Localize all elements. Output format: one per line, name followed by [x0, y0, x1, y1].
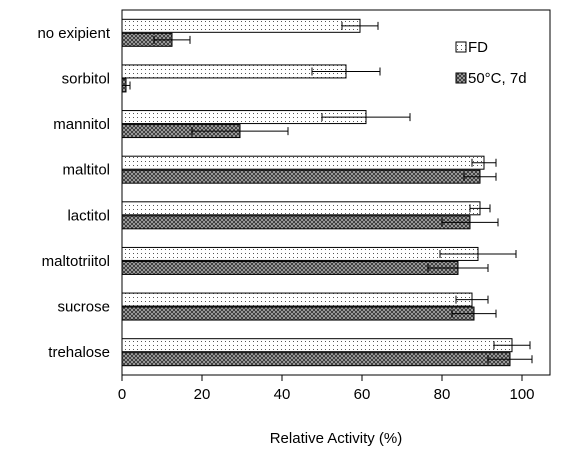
bar-lactitol-fd	[121, 201, 481, 216]
bar-maltitol-50-c-7d	[121, 169, 481, 184]
bar-maltotriitol-50-c-7d	[121, 260, 459, 275]
error-bar-sucrose-fd	[455, 295, 489, 304]
x-axis-title: Relative Activity (%)	[270, 430, 403, 447]
x-tick-label-80: 80	[434, 386, 451, 403]
legend-swatch-50c-7d	[455, 72, 467, 84]
category-label-lactitol: lactitol	[67, 207, 110, 224]
error-bar-maltitol-fd	[471, 158, 497, 167]
error-bar-mannitol-fd	[321, 113, 411, 122]
bar-trehalose-fd	[121, 338, 513, 353]
category-label-mannitol: mannitol	[53, 116, 110, 133]
error-bar-maltotriitol-fd	[439, 249, 517, 258]
legend: FD 50°C, 7d	[455, 39, 527, 87]
error-bars-layer	[121, 21, 533, 364]
x-tick-label-20: 20	[194, 386, 211, 403]
category-label-no-exipient: no exipient	[37, 25, 110, 42]
x-tick-label-0: 0	[118, 386, 126, 403]
category-label-sucrose: sucrose	[57, 299, 110, 316]
error-bar-trehalose-fd	[493, 341, 531, 350]
x-tick-label-100: 100	[509, 386, 534, 403]
error-bar-sucrose-50-c-7d	[451, 309, 497, 318]
legend-label-fd: FD	[468, 39, 488, 56]
category-label-maltotriitol: maltotriitol	[42, 253, 110, 270]
category-label-trehalose: trehalose	[48, 344, 110, 361]
bar-no-exipient-fd	[121, 18, 361, 33]
error-bar-lactitol-50-c-7d	[441, 218, 499, 227]
error-bar-lactitol-fd	[469, 204, 491, 213]
error-bar-maltitol-50-c-7d	[463, 172, 497, 181]
x-tick-label-40: 40	[274, 386, 291, 403]
category-label-maltitol: maltitol	[62, 162, 110, 179]
error-bar-sorbitol-50-c-7d	[121, 81, 131, 90]
error-bar-sorbitol-fd	[311, 67, 381, 76]
category-labels: no exipient sorbitol mannitol maltitol lacti…	[37, 25, 110, 361]
plot-frame	[121, 9, 551, 376]
bar-maltotriitol-fd	[121, 246, 479, 261]
category-label-sorbitol: sorbitol	[62, 70, 110, 87]
error-bar-trehalose-50-c-7d	[487, 355, 533, 364]
bars-layer	[121, 18, 513, 367]
x-tick-label-60: 60	[354, 386, 371, 403]
bar-trehalose-50-c-7d	[121, 352, 511, 367]
error-bar-mannitol-50-c-7d	[191, 127, 289, 136]
legend-swatch-fd	[455, 41, 467, 53]
error-bar-no-exipient-50-c-7d	[153, 35, 191, 44]
bar-lactitol-50-c-7d	[121, 215, 471, 230]
bar-sucrose-50-c-7d	[121, 306, 475, 321]
error-bar-maltotriitol-50-c-7d	[427, 263, 489, 272]
bar-maltitol-fd	[121, 155, 485, 170]
error-bar-no-exipient-fd	[341, 21, 379, 30]
legend-label-50c-7d: 50°C, 7d	[468, 70, 527, 87]
x-axis-ticks: 0 20 40 60 80 100	[118, 375, 535, 403]
bar-sucrose-fd	[121, 292, 473, 307]
